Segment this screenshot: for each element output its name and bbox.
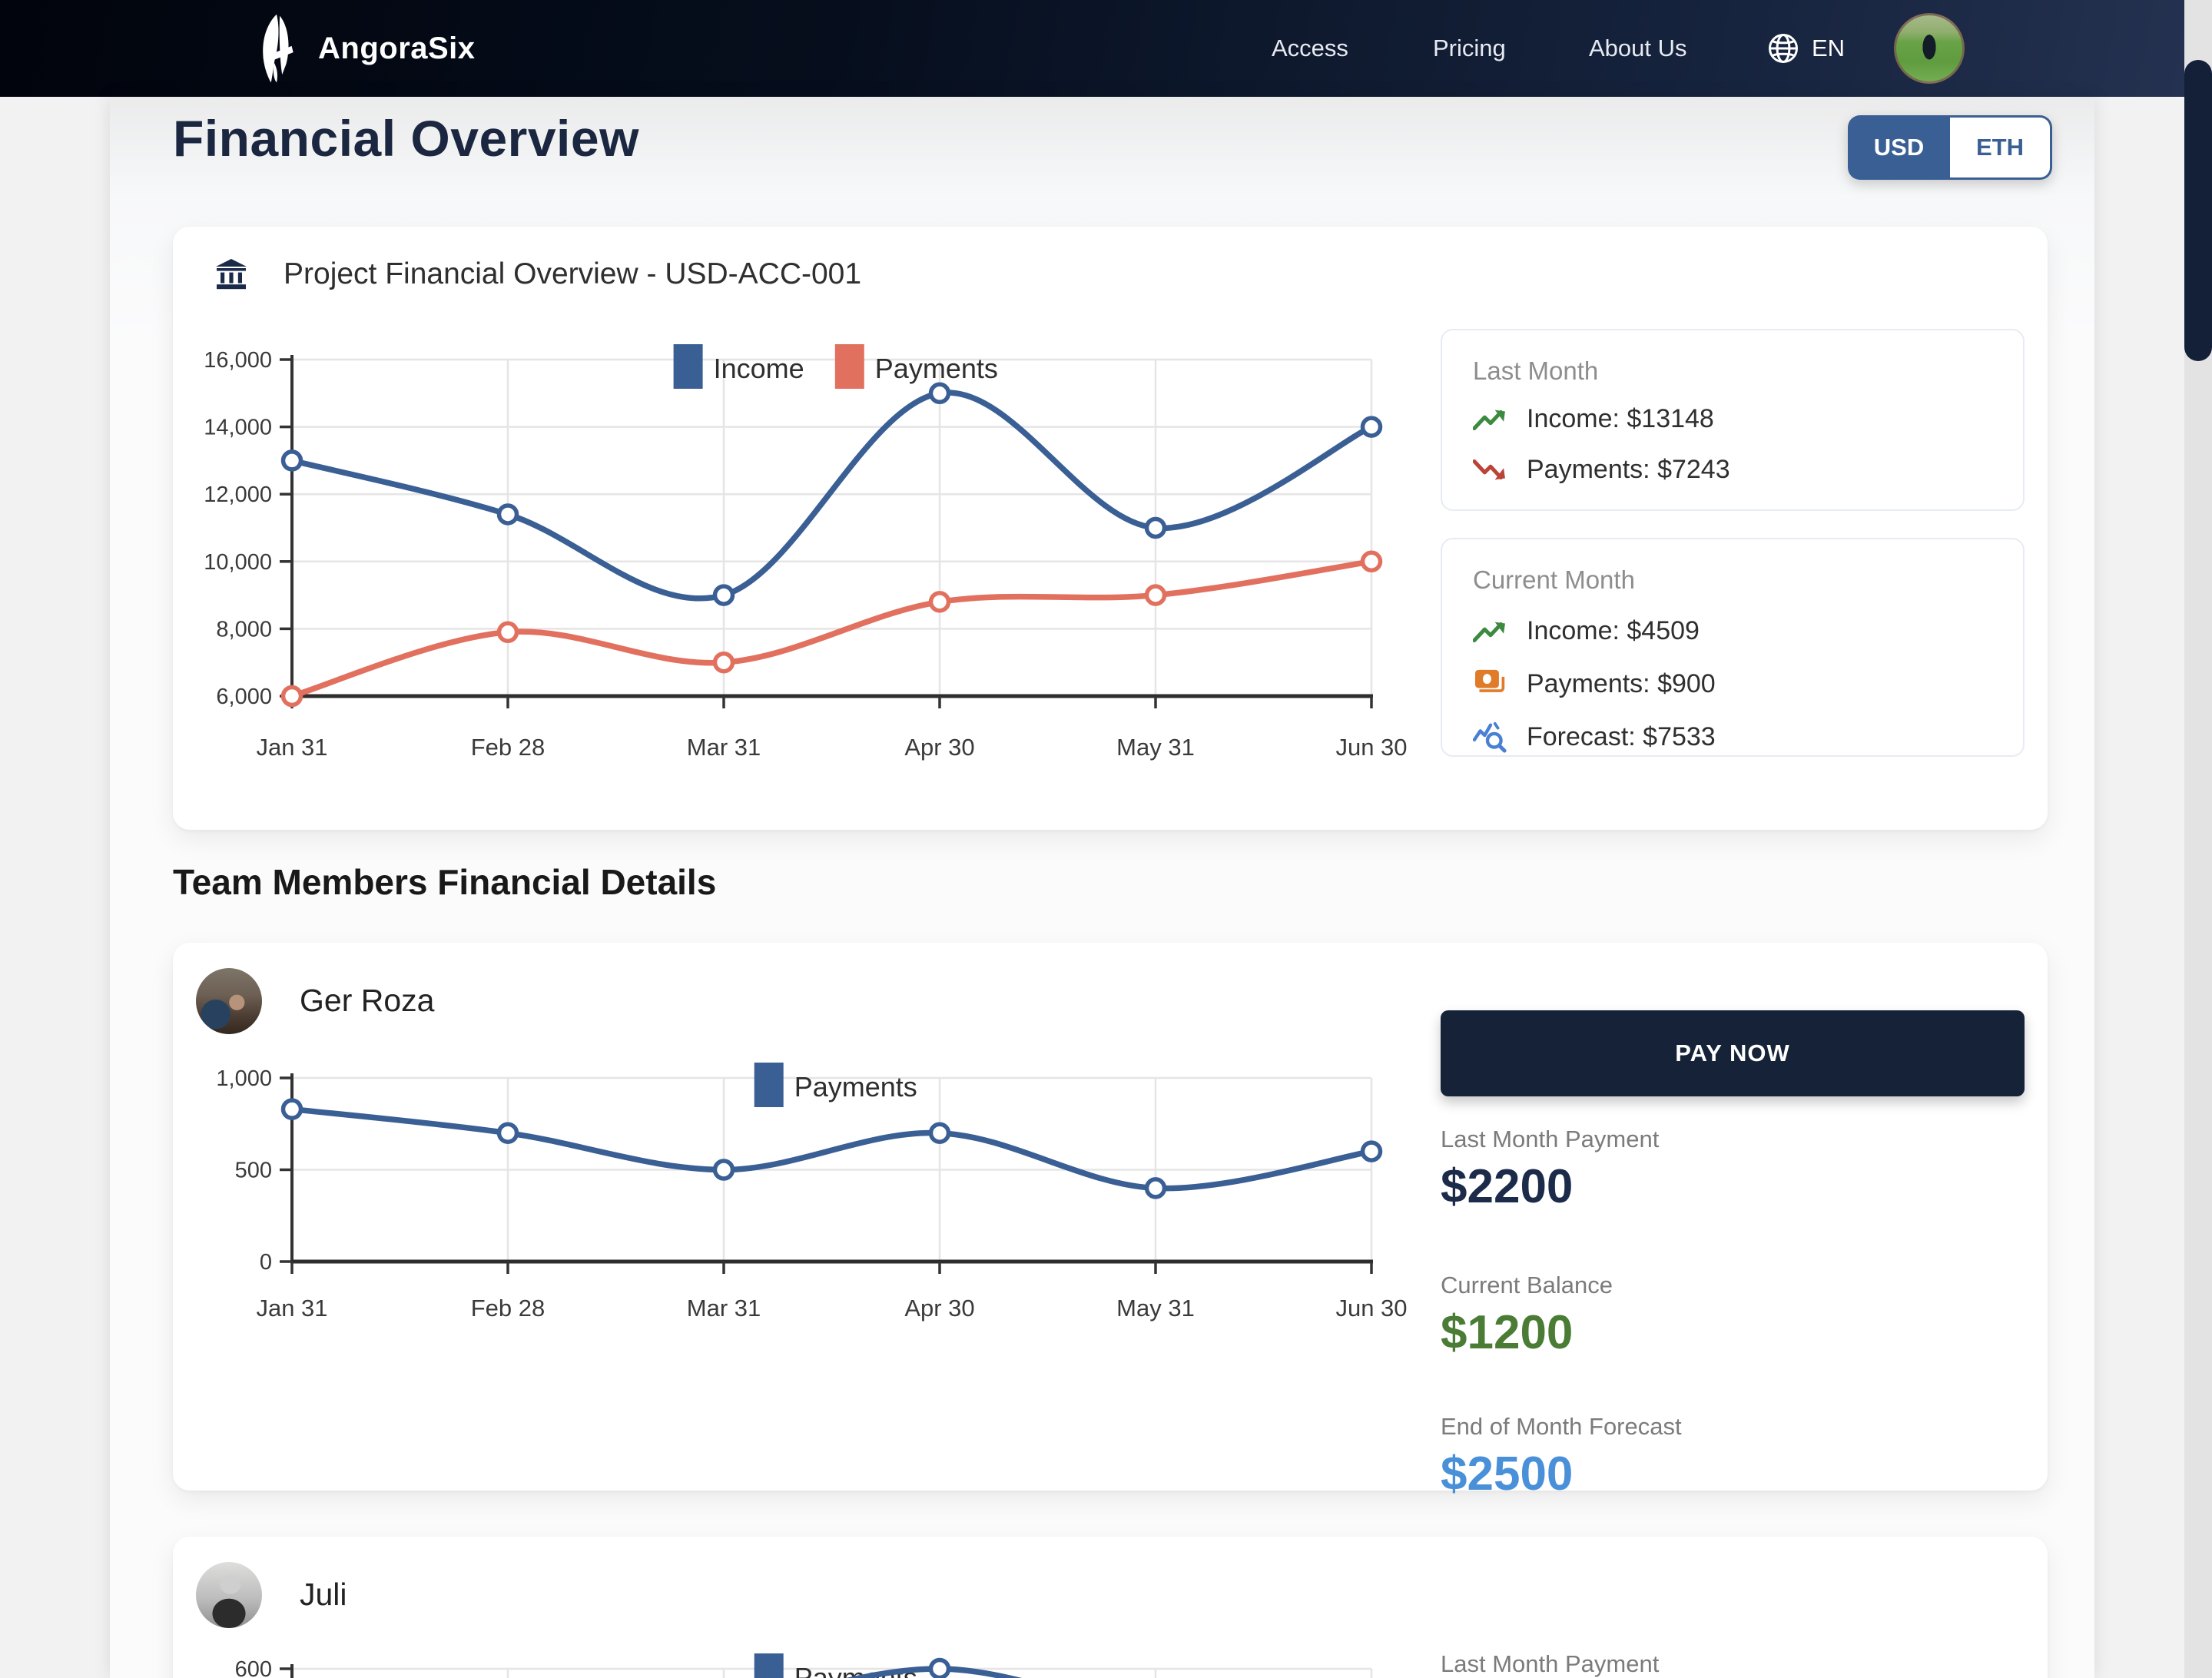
language-label: EN: [1812, 35, 1845, 62]
current-month-panel: Current Month Income: $4509 Payments: $9…: [1441, 538, 2025, 757]
svg-text:Income: Income: [714, 353, 804, 384]
last-month-payments: Payments: $7243: [1527, 455, 1730, 485]
last-month-panel: Last Month Income: $13148 Payments: $724…: [1441, 329, 2025, 511]
last-month-income: Income: $13148: [1527, 404, 1714, 434]
current-month-payments: Payments: $900: [1527, 669, 1716, 699]
svg-text:10,000: 10,000: [204, 550, 272, 575]
svg-text:Jan 31: Jan 31: [256, 734, 327, 761]
currency-eth-button[interactable]: ETH: [1950, 115, 2052, 180]
stat-value: $2500: [1441, 1447, 1573, 1501]
panel-title: Last Month: [1473, 356, 1598, 386]
trending-down-icon: [1473, 458, 1508, 483]
page-content: Financial Overview USD ETH Project Finan…: [110, 97, 2094, 1678]
svg-text:14,000: 14,000: [204, 416, 272, 440]
nav-link-pricing[interactable]: Pricing: [1433, 0, 1506, 97]
svg-text:Payments: Payments: [794, 1071, 917, 1103]
svg-text:Payments: Payments: [794, 1662, 917, 1678]
current-month-forecast: Forecast: $7533: [1527, 722, 1716, 752]
svg-text:6,000: 6,000: [216, 685, 272, 709]
member-avatar: [196, 1562, 262, 1628]
angorasix-logo-icon: [254, 12, 301, 85]
svg-text:8,000: 8,000: [216, 617, 272, 642]
member-name: Ger Roza: [300, 983, 434, 1019]
svg-text:May 31: May 31: [1116, 734, 1195, 761]
query-stats-icon: [1473, 721, 1508, 753]
team-section-title: Team Members Financial Details: [173, 861, 716, 903]
language-selector[interactable]: EN: [1767, 0, 1845, 97]
svg-text:Payments: Payments: [875, 353, 998, 384]
svg-text:Mar 31: Mar 31: [687, 734, 761, 761]
bank-icon: [213, 256, 250, 293]
scrollbar-track[interactable]: [2184, 0, 2212, 1678]
svg-text:12,000: 12,000: [204, 483, 272, 507]
svg-text:Feb 28: Feb 28: [471, 734, 546, 761]
svg-text:Feb 28: Feb 28: [471, 1295, 546, 1322]
globe-icon: [1767, 32, 1799, 65]
panel-title: Current Month: [1473, 565, 1635, 595]
member-card-juli: Juli 0300600Jan 31Feb 28Mar 31Apr 30May …: [173, 1537, 2048, 1678]
nav-link-about-us[interactable]: About Us: [1589, 0, 1687, 97]
payments-icon: [1473, 668, 1508, 699]
scrollbar-thumb[interactable]: [2184, 60, 2212, 361]
stat-label: End of Month Forecast: [1441, 1413, 1682, 1441]
stat-label: Last Month Payment: [1441, 1126, 1659, 1153]
svg-text:500: 500: [235, 1159, 272, 1183]
svg-text:Jan 31: Jan 31: [256, 1295, 327, 1322]
svg-text:Jun 30: Jun 30: [1335, 734, 1407, 761]
member-avatar: [196, 968, 262, 1034]
member-name: Juli: [300, 1577, 347, 1613]
stat-label: Last Month Payment: [1441, 1650, 1659, 1678]
stat-value: $2200: [1441, 1159, 1573, 1214]
current-month-income: Income: $4509: [1527, 616, 1700, 646]
svg-text:Apr 30: Apr 30: [904, 1295, 974, 1322]
svg-text:Mar 31: Mar 31: [687, 1295, 761, 1322]
svg-text:600: 600: [235, 1657, 272, 1678]
stat-label: Current Balance: [1441, 1272, 1613, 1299]
trending-up-icon: [1473, 407, 1508, 432]
member-card-ger-roza: Ger Roza 0 500 1,000 Jan 31 Feb 28 Mar 31 Apr …: [173, 943, 2048, 1491]
svg-text:0: 0: [260, 1250, 272, 1275]
pay-now-button[interactable]: PAY NOW: [1441, 1010, 2025, 1096]
navbar: AngoraSix Access Pricing About Us EN: [0, 0, 2184, 97]
project-card-title: Project Financial Overview - USD-ACC-001: [284, 257, 861, 291]
project-financial-card: Project Financial Overview - USD-ACC-001…: [173, 227, 2048, 830]
member-payments-chart: 0300600Jan 31Feb 28Mar 31Apr 30May 31Jun…: [173, 1537, 2048, 1678]
currency-toggle: USD ETH: [1848, 115, 2052, 180]
member-payments-chart: 0 500 1,000 Jan 31 Feb 28 Mar 31 Apr 30 May 31 J…: [173, 943, 2048, 1342]
page-title: Financial Overview: [173, 109, 639, 167]
nav-link-access[interactable]: Access: [1272, 0, 1348, 97]
svg-text:May 31: May 31: [1116, 1295, 1195, 1322]
brand[interactable]: AngoraSix: [254, 0, 476, 97]
currency-usd-button[interactable]: USD: [1848, 115, 1950, 180]
svg-text:Jun 30: Jun 30: [1335, 1295, 1407, 1322]
user-avatar[interactable]: [1894, 13, 1965, 84]
svg-text:Apr 30: Apr 30: [904, 734, 974, 761]
stat-value: $1200: [1441, 1305, 1573, 1360]
brand-name: AngoraSix: [318, 32, 476, 66]
svg-text:1,000: 1,000: [216, 1066, 272, 1091]
svg-text:16,000: 16,000: [204, 348, 272, 373]
trending-up-icon: [1473, 619, 1508, 644]
